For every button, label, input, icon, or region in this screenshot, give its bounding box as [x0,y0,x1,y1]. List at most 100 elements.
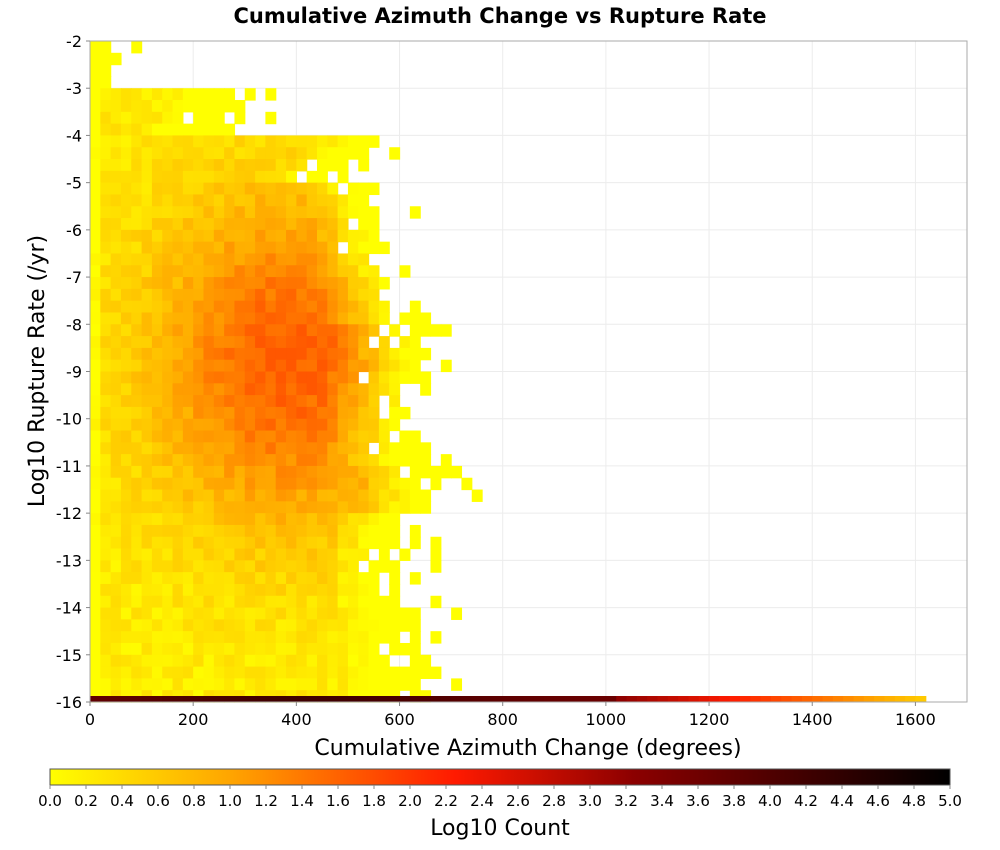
heatmap-cell [141,666,153,679]
heatmap-cell [296,336,308,349]
heatmap-cell [182,206,194,219]
heatmap-cell [182,371,194,384]
heatmap-cell [286,383,297,396]
heatmap-cell [306,430,318,443]
heatmap-cell [409,359,421,373]
heatmap-cell [399,607,411,620]
heatmap-cell [131,489,143,502]
heatmap-cell [120,572,132,585]
heatmap-cell [131,477,143,491]
heatmap-bottom-cell [420,696,432,702]
heatmap-bottom-cell [265,696,277,702]
heatmap-cell [141,135,153,148]
heatmap-cell [213,100,225,113]
heatmap-cell [110,572,122,585]
heatmap-cell [368,371,380,384]
heatmap-cell [409,607,421,620]
heatmap-cell [337,383,349,396]
heatmap-cell [316,583,328,597]
heatmap-cell [110,406,122,420]
heatmap-cell [120,678,132,691]
heatmap-cell [162,229,174,243]
heatmap-cell [368,406,380,420]
heatmap-cell [296,607,308,620]
heatmap-cell [120,206,132,219]
heatmap-cell [399,312,411,325]
heatmap-cell [131,654,143,668]
heatmap-cell [224,477,236,491]
heatmap-cell [255,253,266,266]
heatmap-cell [193,312,205,325]
heatmap-cell [389,406,401,420]
heatmap-cell [141,477,153,491]
heatmap-cell [141,524,153,538]
heatmap-cell [131,100,143,113]
heatmap-cell [316,253,328,266]
heatmap-cell [162,678,174,691]
heatmap-cell [110,524,122,538]
heatmap-cell [255,654,266,668]
heatmap-cell [327,595,339,609]
heatmap-cell [172,100,184,113]
heatmap-cell [162,560,174,573]
heatmap-cell [296,159,308,172]
heatmap-cell [203,524,215,538]
heatmap-cell [275,218,287,231]
heatmap-cell [162,336,174,349]
heatmap-cell [193,324,205,337]
heatmap-cell [151,595,163,609]
heatmap-cell [162,241,174,255]
heatmap-cell [347,489,359,502]
heatmap-cell [244,135,256,148]
heatmap-cell [347,312,359,325]
heatmap-cell [182,182,194,196]
colorbar-tick-label: 0.6 [146,792,170,810]
heatmap-cell [327,619,339,632]
heatmap-cell [193,147,205,160]
heatmap-cell [90,642,101,656]
heatmap-cell [337,631,349,644]
heatmap-cell [120,88,132,101]
heatmap-cell [131,41,143,54]
heatmap-cell [110,229,122,243]
heatmap-cell [90,524,101,538]
heatmap-cell [296,454,308,467]
y-tick-label: -11 [56,457,82,476]
heatmap-cell [286,607,297,620]
heatmap-cell [182,430,194,443]
heatmap-cell [234,218,246,231]
heatmap-cell [265,548,277,561]
heatmap-cell [337,548,349,561]
heatmap-cell [316,265,328,278]
heatmap-cell [120,383,132,396]
heatmap-cell [275,371,287,384]
heatmap-cell [358,265,370,278]
heatmap-cell [162,454,174,467]
heatmap-cell [286,560,297,573]
heatmap-cell [151,100,163,113]
heatmap-cell [224,288,236,302]
heatmap-cell [151,524,163,538]
heatmap-cell [440,359,452,373]
heatmap-cell [296,524,308,538]
heatmap-cell [162,477,174,491]
colorbar-tick-label: 2.8 [542,792,566,810]
heatmap-cell [409,619,421,632]
heatmap-cell [110,536,122,550]
heatmap-cell [265,147,277,160]
heatmap-cell [100,147,112,160]
heatmap-cell [286,524,297,538]
heatmap-cell [368,265,380,278]
heatmap-cell [420,442,432,455]
heatmap-cell [244,324,256,337]
heatmap-cell [368,583,380,597]
heatmap-cell [110,418,122,432]
heatmap-cell [203,607,215,620]
heatmap-cell [358,513,370,526]
heatmap-cell [327,288,339,302]
heatmap-cell [337,442,349,455]
heatmap-cell [440,324,452,337]
heatmap-cell [234,513,246,526]
heatmap-cell [327,383,339,396]
heatmap-cell [90,465,101,479]
